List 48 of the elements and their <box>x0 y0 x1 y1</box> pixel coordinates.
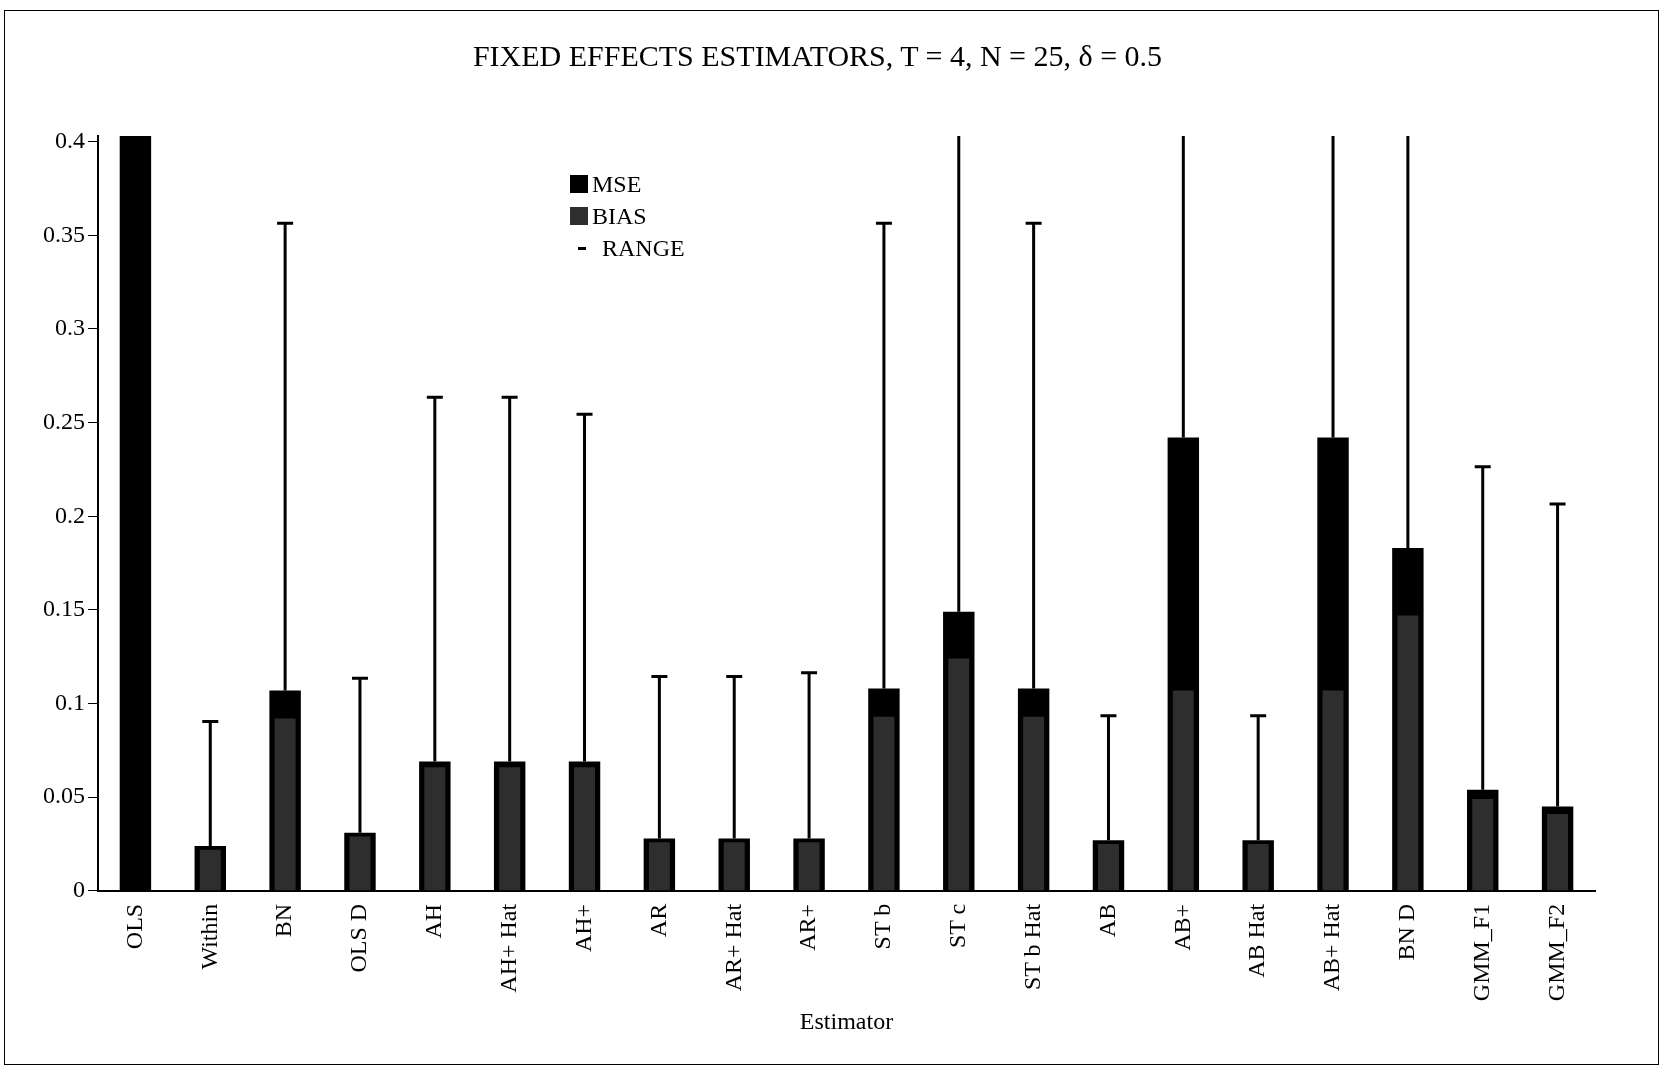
y-tick-label: 0.15 <box>43 595 85 622</box>
x-tick-label: AB+ <box>1168 903 1195 951</box>
x-tick-label: AR+ <box>794 903 821 951</box>
y-tick-label: 0 <box>73 876 85 903</box>
x-tick-label: AB <box>1093 903 1120 938</box>
x-tick-label: AH+ <box>569 903 596 953</box>
x-tick-label: OLS <box>120 903 147 950</box>
bar <box>1098 844 1119 891</box>
x-tick-label: AR+ Hat <box>719 903 746 992</box>
bar <box>274 718 296 891</box>
bar <box>499 767 521 891</box>
legend-label: MSE <box>592 170 642 198</box>
y-tick-label: 0.05 <box>43 782 85 809</box>
x-tick-label: OLS D <box>345 903 372 973</box>
bar <box>1322 690 1344 891</box>
bar <box>948 658 970 891</box>
bar <box>1172 690 1194 891</box>
chart-title: FIXED EFFECTS ESTIMATORS, T = 4, N = 25, δ = 0.5 <box>472 38 1163 72</box>
x-tick-label: AB+ Hat <box>1318 903 1345 992</box>
x-tick-label: GMM_F1 <box>1468 903 1495 1002</box>
x-axis-title: Estimator <box>799 1007 894 1034</box>
x-tick-label: AR <box>644 903 671 938</box>
x-tick-label: Within <box>195 903 222 970</box>
x-tick-label: ST c <box>944 903 971 949</box>
x-tick-label: BN D <box>1393 903 1420 961</box>
y-tick-label: 0.25 <box>43 407 85 434</box>
legend-label: BIAS <box>592 202 647 230</box>
y-tick-label: 0.2 <box>55 501 85 528</box>
y-tick-label: 0.4 <box>55 126 85 153</box>
bar <box>1472 799 1494 891</box>
bar <box>873 716 895 891</box>
x-tick-label: GMM_F2 <box>1542 903 1569 1002</box>
x-tick-label: BN <box>270 903 297 938</box>
x-tick-label: AH+ Hat <box>494 903 521 993</box>
bar <box>1397 615 1419 891</box>
x-tick-label: AH <box>420 903 447 939</box>
y-tick-label: 0.1 <box>55 688 85 715</box>
y-tick-label: 0.3 <box>55 314 85 341</box>
bar <box>574 767 595 891</box>
bar <box>424 767 446 891</box>
y-tick-label: 0.35 <box>43 220 85 247</box>
bar <box>1023 716 1045 891</box>
x-tick-label: ST b <box>869 903 896 950</box>
x-tick-label: AB Hat <box>1243 903 1270 978</box>
bar <box>648 842 670 891</box>
annotation: RANGE <box>602 234 685 262</box>
bar <box>1547 814 1569 891</box>
x-tick-label: ST b Hat <box>1018 903 1045 991</box>
